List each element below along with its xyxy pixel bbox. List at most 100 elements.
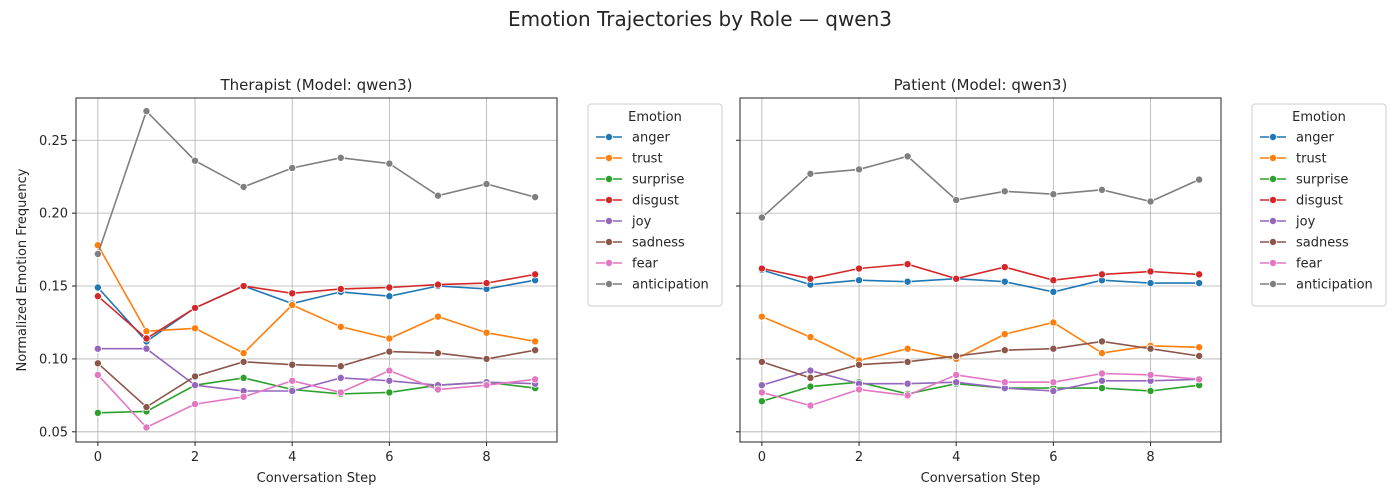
data-point-disgust <box>288 289 297 298</box>
legend-entry-anger: anger <box>1296 131 1334 146</box>
data-point-fear <box>757 388 766 397</box>
data-point-sadness <box>93 359 102 368</box>
y-tick-label: 0.20 <box>39 207 68 222</box>
data-point-fear <box>1195 375 1204 384</box>
series-line-disgust <box>761 263 1200 282</box>
legend-box <box>587 103 723 307</box>
data-point-anticipation <box>191 156 200 165</box>
legend-entry-anticipation: anticipation <box>632 278 709 293</box>
data-point-disgust <box>93 292 102 301</box>
data-point-joy <box>288 386 297 395</box>
data-point-trust <box>1097 349 1106 358</box>
data-point-anticipation <box>288 163 297 172</box>
legend-entry-sadness: sadness <box>1296 236 1349 251</box>
data-point-trust <box>1049 318 1058 327</box>
data-point-joy <box>93 344 102 353</box>
data-point-sadness <box>433 349 442 358</box>
legend-entry-joy: joy <box>631 215 652 230</box>
data-point-trust <box>142 327 151 336</box>
legend-entry-fear: fear <box>1296 257 1323 272</box>
series-line-joy <box>97 347 536 392</box>
legend-swatch-marker <box>605 237 614 246</box>
x-tick-label: 4 <box>952 450 960 465</box>
data-point-disgust <box>1000 263 1009 272</box>
data-point-anticipation <box>855 165 864 174</box>
series-line-sadness <box>97 349 536 408</box>
data-point-trust <box>531 337 540 346</box>
series-line-joy <box>761 369 1200 392</box>
data-point-disgust <box>531 270 540 279</box>
data-point-fear <box>1097 369 1106 378</box>
data-point-trust <box>433 312 442 321</box>
data-point-surprise <box>1097 384 1106 393</box>
data-point-trust <box>1195 343 1204 352</box>
data-point-fear <box>93 370 102 379</box>
x-tick-label: 2 <box>855 450 863 465</box>
legend-swatch-marker <box>605 216 614 225</box>
axes-frame <box>739 97 1222 443</box>
y-axis-label: Normalized Emotion Frequency <box>15 168 30 371</box>
legend-swatch-marker <box>1269 258 1278 267</box>
data-point-fear <box>1146 370 1155 379</box>
y-tick-label: 0.10 <box>39 352 68 367</box>
x-axis-label: Conversation Step <box>257 471 377 486</box>
data-point-fear <box>482 381 491 390</box>
data-point-anticipation <box>757 213 766 222</box>
data-point-disgust <box>336 284 345 293</box>
data-point-anger <box>1195 279 1204 288</box>
data-point-joy <box>142 344 151 353</box>
data-point-sadness <box>1049 344 1058 353</box>
data-point-trust <box>903 344 912 353</box>
data-point-joy <box>191 381 200 390</box>
data-point-surprise <box>806 382 815 391</box>
data-point-anticipation <box>1195 175 1204 184</box>
y-tick-label: 0.15 <box>39 280 68 295</box>
legend-box <box>1251 103 1387 307</box>
data-point-surprise <box>93 408 102 417</box>
series-line-fear <box>97 369 536 429</box>
data-point-fear <box>903 391 912 400</box>
data-point-joy <box>385 376 394 385</box>
data-point-trust <box>288 300 297 309</box>
data-point-sadness <box>385 347 394 356</box>
series-line-anticipation <box>761 155 1200 219</box>
legend-entry-surprise: surprise <box>632 173 684 188</box>
data-point-anticipation <box>952 196 961 205</box>
data-point-fear <box>191 400 200 409</box>
data-point-anger <box>93 283 102 292</box>
legend-entry-joy: joy <box>1295 215 1316 230</box>
data-point-sadness <box>142 403 151 412</box>
data-point-anticipation <box>93 249 102 258</box>
data-point-sadness <box>482 354 491 363</box>
data-point-fear <box>433 385 442 394</box>
data-point-trust <box>757 312 766 321</box>
x-tick-label: 8 <box>1146 450 1154 465</box>
legend-swatch-marker <box>1269 132 1278 141</box>
series-line-anticipation <box>97 109 536 255</box>
data-point-anticipation <box>806 169 815 178</box>
legend-swatch-marker <box>1269 195 1278 204</box>
data-point-anticipation <box>385 159 394 168</box>
data-point-surprise <box>757 397 766 406</box>
data-point-joy <box>336 373 345 382</box>
data-point-fear <box>142 423 151 432</box>
data-point-sadness <box>336 362 345 371</box>
data-point-fear <box>239 392 248 401</box>
legend-swatch-marker <box>1269 237 1278 246</box>
legend-swatch-marker <box>1269 279 1278 288</box>
data-point-disgust <box>239 282 248 291</box>
x-tick-label: 2 <box>191 450 199 465</box>
x-tick-label: 6 <box>385 450 393 465</box>
data-point-sadness <box>952 351 961 360</box>
data-point-joy <box>1097 376 1106 385</box>
data-point-anger <box>385 292 394 301</box>
data-point-disgust <box>855 264 864 273</box>
data-point-fear <box>336 388 345 397</box>
data-point-fear <box>1000 378 1009 387</box>
data-point-surprise <box>239 373 248 382</box>
data-point-fear <box>806 401 815 410</box>
x-tick-label: 4 <box>288 450 296 465</box>
data-point-joy <box>1049 386 1058 395</box>
data-point-disgust <box>1146 267 1155 276</box>
